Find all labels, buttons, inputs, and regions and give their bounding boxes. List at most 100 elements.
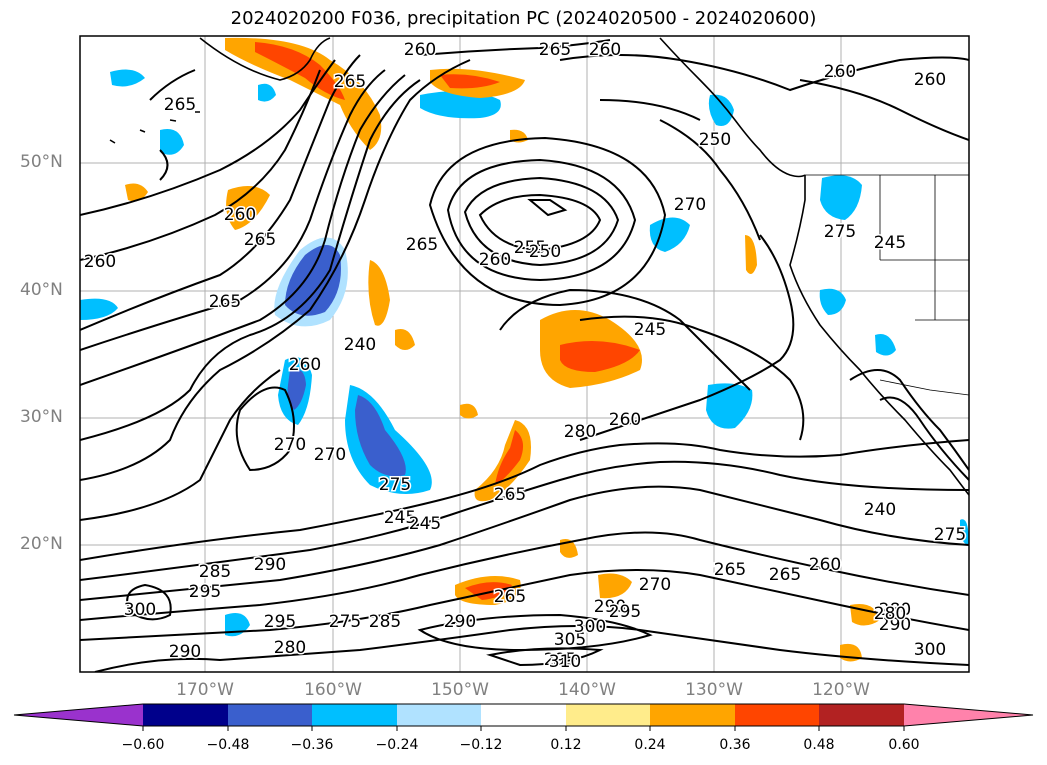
- colorbar: [13, 703, 1034, 731]
- contour-label: 260: [404, 40, 436, 60]
- contour-label: 285: [199, 562, 231, 582]
- map-title: 2024020200 F036, precipitation PC (20240…: [230, 8, 817, 29]
- precip-blob: [395, 329, 415, 350]
- contour-label: 270: [274, 435, 306, 455]
- colorbar-segment: [397, 704, 481, 726]
- contour-label: 260: [609, 410, 641, 430]
- colorbar-tick-label: 0.48: [803, 737, 835, 753]
- contour-label: 250: [529, 242, 561, 262]
- lon-label: 170°W: [176, 680, 234, 700]
- coastlines: [109, 37, 969, 496]
- precip-blob: [649, 217, 690, 252]
- precip-blob: [110, 69, 145, 87]
- contour-label: 260: [289, 355, 321, 375]
- contour-label: 275: [824, 222, 856, 242]
- contour-label: 275: [379, 475, 411, 495]
- contour-label: 260: [224, 205, 256, 225]
- precip-blob: [598, 573, 632, 599]
- colorbar-segment: [819, 704, 904, 726]
- contour-label: 295: [609, 602, 641, 622]
- contour-label: 250: [699, 130, 731, 150]
- contour-label: 265: [244, 230, 276, 250]
- contour-label: 245: [384, 508, 416, 528]
- contour-label: 245: [634, 320, 666, 340]
- lon-label: 120°W: [812, 680, 870, 700]
- colorbar-tick-label: −0.60: [121, 737, 165, 753]
- contour-label: 280: [274, 638, 306, 658]
- contour-label: 295: [544, 650, 576, 670]
- plot-frame: [79, 35, 970, 673]
- colorbar-segment: [481, 704, 566, 726]
- contour-label: 265: [494, 485, 526, 505]
- colorbar-segment: [228, 704, 312, 726]
- contour-label: 260: [84, 252, 116, 272]
- precip-blob: [368, 260, 390, 326]
- contour-label: 275: [329, 612, 361, 632]
- lat-label: 40°N: [20, 280, 63, 300]
- contour-label: 270: [639, 575, 671, 595]
- lat-label: 50°N: [20, 152, 63, 172]
- precip-blob: [285, 245, 341, 316]
- precip-blob: [160, 129, 184, 155]
- colorbar-segment: [735, 704, 819, 726]
- colorbar-tick-label: −0.36: [290, 737, 334, 753]
- contour-label: 295: [189, 582, 221, 602]
- precip-blob: [287, 369, 306, 410]
- precip-blob: [226, 186, 270, 230]
- contour-label: 270: [314, 445, 346, 465]
- precip-blob: [960, 519, 969, 545]
- contour-label: 280: [879, 600, 911, 620]
- contour-label: 255: [514, 238, 546, 258]
- colorbar-tick-label: 0.24: [634, 737, 666, 753]
- colorbar-segment: [566, 704, 650, 726]
- contour-label: 300: [574, 617, 606, 637]
- precip-blob: [80, 298, 118, 320]
- lon-label: 160°W: [304, 680, 362, 700]
- contour-label: 265: [209, 292, 241, 312]
- colorbar-segment: [312, 704, 397, 726]
- precip-blob: [745, 235, 757, 274]
- contour-label: 280: [874, 604, 906, 624]
- contour-label: 295: [264, 612, 296, 632]
- contour-label: 290: [594, 597, 626, 617]
- contour-label: 245: [409, 514, 441, 534]
- colorbar-extend-left: [14, 704, 143, 726]
- gridlines: [80, 36, 969, 672]
- colorbar-tick-label: 0.36: [719, 737, 751, 753]
- contour-label: 285: [369, 612, 401, 632]
- precip-blob: [820, 175, 862, 220]
- colorbar-tick-label: −0.24: [375, 737, 419, 753]
- contour-label: 275: [934, 525, 966, 545]
- contour-label: 265: [164, 95, 196, 115]
- contour-label: 260: [914, 70, 946, 90]
- precip-negative: [80, 69, 969, 637]
- colorbar-tick-label: 0.60: [888, 737, 920, 753]
- contour-label: 280: [564, 422, 596, 442]
- precip-blob: [560, 341, 640, 372]
- precip-blob: [495, 430, 524, 485]
- contour-label: 290: [254, 555, 286, 575]
- colorbar-extend-right: [904, 704, 1033, 726]
- contour-label: 265: [714, 560, 746, 580]
- precip-blob: [819, 288, 846, 315]
- contours: [80, 39, 969, 672]
- precip-blob: [440, 74, 500, 89]
- precip-blob: [125, 183, 148, 202]
- contour-label: 265: [539, 40, 571, 60]
- colorbar-segment: [650, 704, 735, 726]
- precip-blob: [875, 334, 896, 356]
- contour-label: 260: [824, 62, 856, 82]
- contour-label: 270: [674, 195, 706, 215]
- colorbar-tick-label: −0.48: [206, 737, 250, 753]
- precip-blob: [460, 403, 478, 419]
- colorbar-segment: [143, 704, 228, 726]
- precip-blob: [225, 37, 382, 150]
- contour-label: 305: [554, 630, 586, 650]
- contour-label: 245: [874, 233, 906, 253]
- contour-label: 260: [809, 555, 841, 575]
- contour-label: 265: [334, 72, 366, 92]
- precip-blob: [355, 395, 406, 477]
- contour-label: 290: [879, 615, 911, 635]
